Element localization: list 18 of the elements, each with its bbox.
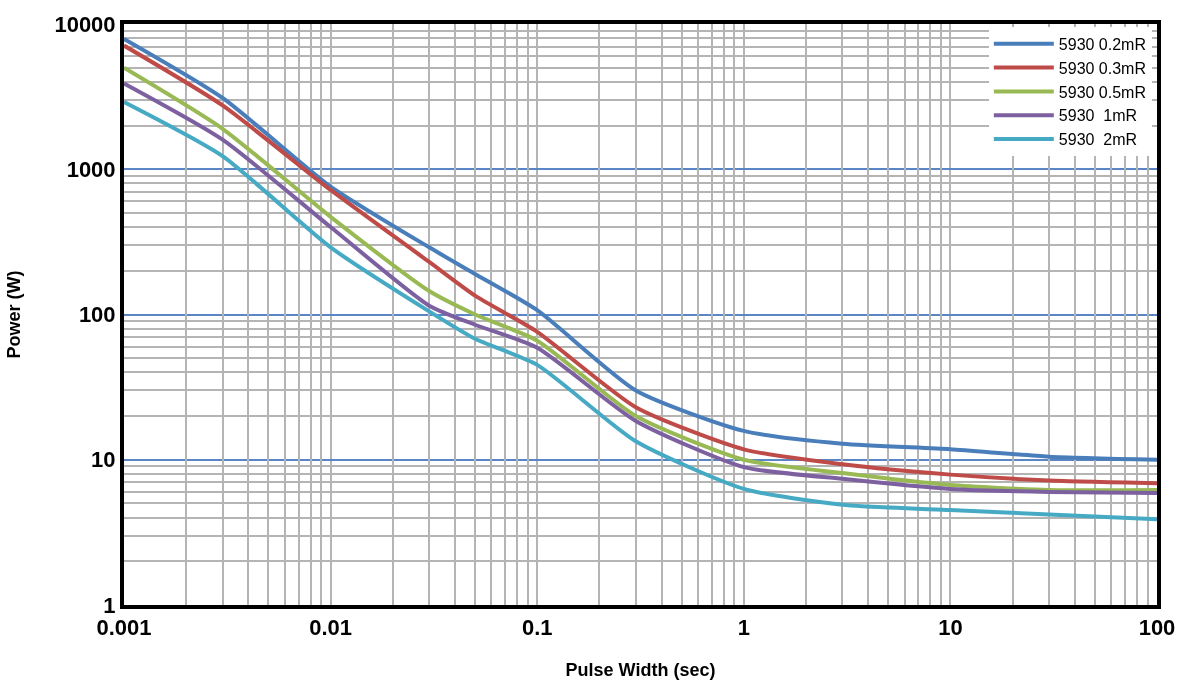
- y-tick-label: 100: [78, 302, 116, 328]
- legend-label: 5930 0.5mR: [1058, 83, 1147, 101]
- x-tick-label: 0.01: [309, 615, 353, 641]
- x-tick-label: 0.1: [521, 615, 553, 641]
- y-tick-label: 1000: [66, 156, 116, 182]
- legend-label: 5930 1mR: [1058, 107, 1138, 125]
- legend-label: 5930 2mR: [1058, 131, 1138, 149]
- y-tick-label: 10000: [54, 11, 116, 37]
- legend-label: 5930 0.2mR: [1058, 36, 1147, 54]
- x-tick-label: 1: [737, 615, 750, 641]
- x-tick-label: 0.001: [96, 615, 152, 641]
- x-axis-title: Pulse Width (sec): [565, 660, 716, 680]
- x-tick-label: 10: [938, 615, 963, 641]
- y-axis-title: Power (W): [4, 270, 25, 359]
- legend-label: 5930 0.3mR: [1058, 59, 1147, 77]
- x-tick-label: 100: [1138, 615, 1176, 641]
- y-tick-label: 1: [103, 592, 116, 618]
- y-tick-label: 10: [91, 447, 116, 473]
